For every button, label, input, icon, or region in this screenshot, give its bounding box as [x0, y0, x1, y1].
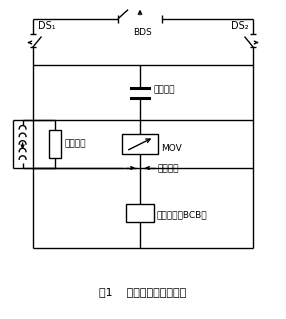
Text: 图1    串补装置基本接线图: 图1 串补装置基本接线图 [99, 287, 187, 297]
Text: 电容器组: 电容器组 [154, 85, 175, 94]
Bar [126, 204, 154, 222]
Text: MOV: MOV [161, 144, 182, 152]
Text: BDS: BDS [133, 27, 151, 37]
Text: 触发间隙: 触发间隙 [158, 165, 179, 174]
Bar [122, 134, 158, 154]
Text: 阻尼电阵: 阻尼电阵 [64, 140, 86, 149]
Text: 旁路开关（BCB）: 旁路开关（BCB） [157, 210, 208, 219]
Text: DS₁: DS₁ [37, 20, 55, 31]
Bar [49, 130, 61, 158]
Text: DS₂: DS₂ [231, 20, 249, 31]
